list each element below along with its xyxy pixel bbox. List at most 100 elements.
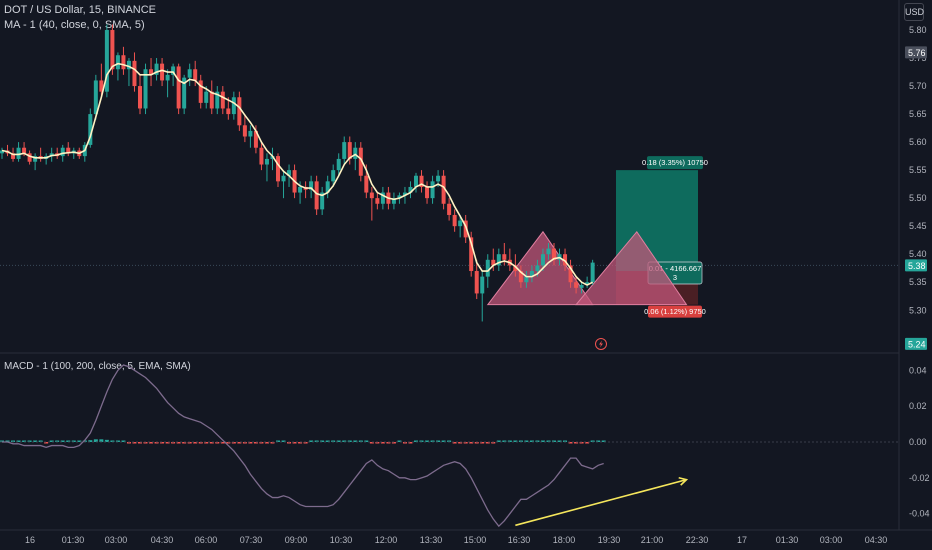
candle-body[interactable]: [16, 147, 21, 159]
candle-body[interactable]: [138, 86, 142, 109]
candle-body[interactable]: [579, 285, 584, 288]
candle-body[interactable]: [375, 198, 380, 204]
candle-body[interactable]: [447, 203, 452, 215]
candle-body[interactable]: [287, 170, 292, 176]
candle-body[interactable]: [546, 248, 551, 255]
target-label-box[interactable]: [647, 156, 703, 170]
candle-body[interactable]: [309, 181, 314, 190]
candle-body[interactable]: [259, 147, 264, 165]
candle-body[interactable]: [463, 220, 468, 238]
candle-body[interactable]: [325, 181, 330, 193]
candle-body[interactable]: [220, 91, 225, 109]
candle-body[interactable]: [49, 153, 54, 157]
candle-body[interactable]: [66, 147, 71, 154]
candle-body[interactable]: [165, 74, 170, 81]
candle-body[interactable]: [331, 170, 336, 182]
lightning-icon[interactable]: [595, 338, 607, 350]
ma-line[interactable]: [1, 62, 594, 286]
candle-body[interactable]: [198, 80, 203, 103]
candle-body[interactable]: [281, 175, 286, 182]
candle-body[interactable]: [419, 175, 424, 187]
candle-body[interactable]: [126, 60, 131, 70]
candle-body[interactable]: [132, 60, 137, 87]
candle-body[interactable]: [33, 156, 38, 162]
candle-body[interactable]: [496, 254, 501, 266]
candle-body[interactable]: [441, 175, 446, 204]
candle-body[interactable]: [193, 69, 198, 81]
currency-button[interactable]: USD: [904, 3, 924, 21]
candle-body[interactable]: [535, 265, 540, 272]
candle-body[interactable]: [27, 153, 32, 162]
candle-body[interactable]: [502, 254, 507, 260]
candle-body[interactable]: [436, 175, 441, 182]
candle-body[interactable]: [237, 97, 242, 126]
ma-indicator-label[interactable]: MA - 1 (40, close, 0, SMA, 5): [4, 19, 145, 31]
candle-body[interactable]: [369, 192, 374, 199]
candle-body[interactable]: [314, 181, 319, 210]
candle-body[interactable]: [110, 30, 115, 70]
candle-body[interactable]: [248, 130, 253, 137]
candle-body[interactable]: [182, 77, 187, 109]
candle-body[interactable]: [121, 55, 126, 70]
candle-body[interactable]: [93, 80, 98, 115]
candle-body[interactable]: [99, 80, 104, 92]
candle-body[interactable]: [380, 192, 385, 204]
candle-body[interactable]: [215, 91, 220, 109]
candle-body[interactable]: [353, 147, 358, 159]
candle-body[interactable]: [320, 192, 325, 210]
candle-body[interactable]: [176, 66, 181, 109]
candle-body[interactable]: [115, 55, 120, 70]
candle-body[interactable]: [414, 175, 418, 187]
candle-body[interactable]: [358, 147, 363, 176]
candle-body[interactable]: [430, 181, 435, 199]
candle-body[interactable]: [154, 63, 159, 75]
candle-body[interactable]: [242, 125, 247, 137]
candle-body[interactable]: [364, 175, 369, 193]
candle-body[interactable]: [226, 108, 231, 115]
candle-body[interactable]: [231, 97, 236, 115]
candle-body[interactable]: [425, 186, 430, 199]
candle-body[interactable]: [524, 276, 529, 283]
candle-body[interactable]: [452, 214, 457, 227]
candle-body[interactable]: [480, 276, 485, 294]
candle-body[interactable]: [209, 91, 214, 109]
pattern-triangle[interactable]: [486, 230, 594, 306]
candle-body[interactable]: [171, 66, 176, 75]
pattern-triangle[interactable]: [575, 230, 688, 306]
candle-body[interactable]: [491, 259, 496, 266]
stop-label-box[interactable]: [648, 305, 702, 318]
candle-body[interactable]: [143, 69, 148, 109]
candle-body[interactable]: [298, 186, 303, 193]
candle-body[interactable]: [485, 259, 490, 277]
candle-body[interactable]: [347, 142, 352, 159]
candle-body[interactable]: [474, 271, 479, 294]
candle-body[interactable]: [160, 63, 165, 81]
candle-body[interactable]: [552, 248, 556, 260]
candle-body[interactable]: [187, 69, 192, 78]
divergence-arrow[interactable]: [515, 478, 687, 527]
candle-body[interactable]: [264, 158, 269, 165]
candle-body[interactable]: [11, 153, 16, 159]
candle-body[interactable]: [60, 147, 65, 157]
candle-body[interactable]: [590, 262, 595, 283]
candle-body[interactable]: [458, 220, 463, 227]
candle-body[interactable]: [563, 254, 568, 266]
candle-body[interactable]: [518, 271, 523, 283]
candle-body[interactable]: [529, 271, 534, 277]
candle-body[interactable]: [104, 30, 109, 92]
macd-indicator-label[interactable]: MACD - 1 (100, 200, close, 5, EMA, SMA): [4, 361, 191, 372]
candle-body[interactable]: [469, 237, 474, 272]
candle-body[interactable]: [402, 192, 407, 196]
candle-body[interactable]: [0, 150, 4, 154]
candle-body[interactable]: [149, 69, 154, 75]
candle-body[interactable]: [513, 265, 518, 272]
candle-body[interactable]: [408, 186, 413, 193]
candle-body[interactable]: [540, 254, 545, 266]
candle-body[interactable]: [276, 156, 280, 182]
macd-line[interactable]: [2, 364, 604, 528]
candle-body[interactable]: [342, 142, 347, 159]
candle-body[interactable]: [336, 158, 341, 171]
candle-body[interactable]: [574, 282, 579, 288]
candle-body[interactable]: [204, 91, 209, 103]
